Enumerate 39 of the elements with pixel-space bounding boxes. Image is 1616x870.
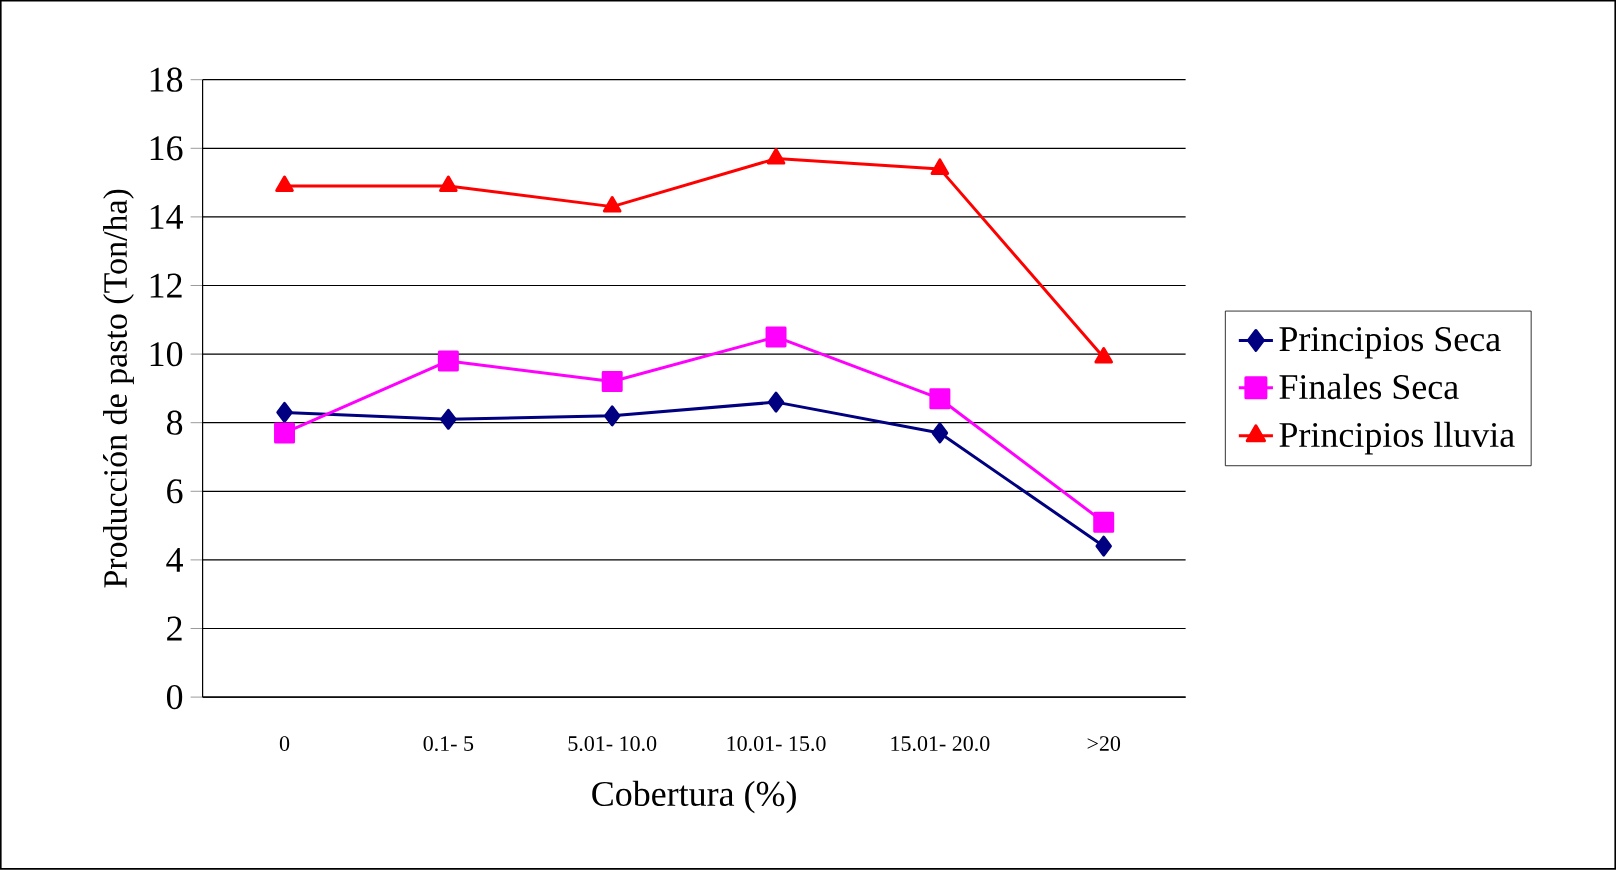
legend-label: Principios lluvia (1279, 421, 1515, 455)
point (929, 388, 951, 410)
x-tick-label: >20 (1087, 736, 1121, 752)
y-tick-label: 18 (150, 67, 183, 92)
point (440, 408, 457, 430)
point (931, 422, 949, 444)
point (603, 405, 621, 427)
point (276, 402, 293, 424)
y-tick-label: 6 (167, 479, 183, 504)
x-tick-label: 5.01- 10.0 (568, 736, 657, 752)
point (602, 196, 622, 213)
x-tick-label: 15.01- 20.0 (891, 736, 990, 752)
x-tick-label: 0.1- 5 (423, 736, 474, 752)
point (1093, 511, 1115, 533)
point (601, 371, 623, 393)
point (275, 175, 294, 193)
point (767, 391, 785, 413)
point (274, 422, 296, 444)
y-tick-label: 14 (150, 205, 183, 229)
point (1095, 535, 1112, 557)
y-tick-label: 8 (166, 410, 183, 435)
y-tick-label: 16 (150, 136, 183, 161)
point (1094, 347, 1113, 364)
y-axis-title: Producción de pasto (Ton/ha) (103, 189, 134, 588)
y-tick-label: 0 (166, 685, 183, 710)
y-tick-label: 4 (166, 548, 183, 572)
y-tick-label: 10 (150, 342, 183, 367)
x-tick-label: 0 (279, 736, 290, 752)
point (437, 350, 459, 372)
x-tick-label: 10.01- 15.0 (727, 736, 826, 752)
y-tick-label: 2 (167, 616, 182, 641)
x-axis-title: Cobertura (%) (592, 780, 796, 814)
point (766, 148, 786, 165)
point (930, 158, 950, 176)
point (439, 175, 458, 193)
y-tick-label: 12 (150, 273, 182, 298)
legend-label: Principios Seca (1279, 327, 1501, 359)
point (765, 326, 787, 348)
legend-label: Finales Seca (1279, 373, 1459, 400)
